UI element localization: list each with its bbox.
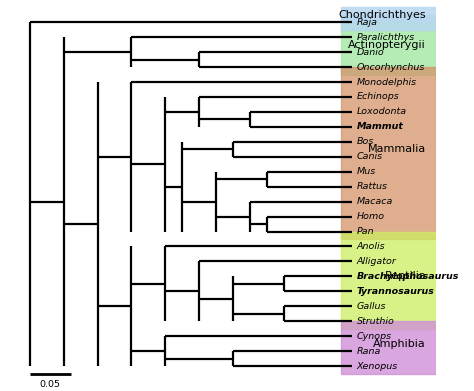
- Text: Actinopterygii: Actinopterygii: [348, 39, 426, 50]
- Text: Chondrichthyes: Chondrichthyes: [338, 10, 426, 20]
- Text: Homo: Homo: [357, 212, 385, 221]
- Text: Xenopus: Xenopus: [357, 362, 398, 371]
- Text: Reptilia: Reptilia: [384, 271, 426, 282]
- Text: Echinops: Echinops: [357, 92, 400, 101]
- Bar: [341, 22, 436, 75]
- Text: Struthio: Struthio: [357, 317, 394, 326]
- Text: Paralichthys: Paralichthys: [357, 33, 415, 42]
- Text: Monodelphis: Monodelphis: [357, 77, 417, 86]
- Text: Amphibia: Amphibia: [374, 339, 426, 349]
- Text: Anolis: Anolis: [357, 242, 385, 251]
- Text: Brachylophosaurus: Brachylophosaurus: [357, 272, 459, 281]
- Bar: [341, 321, 436, 373]
- Text: Loxodonta: Loxodonta: [357, 108, 407, 117]
- Text: Tyrannosaurus: Tyrannosaurus: [357, 287, 435, 296]
- Text: Canis: Canis: [357, 152, 383, 161]
- Bar: [341, 15, 436, 30]
- Text: Rattus: Rattus: [357, 182, 388, 191]
- Bar: [341, 231, 436, 329]
- Text: Mammalia: Mammalia: [368, 144, 426, 154]
- Text: 0.05: 0.05: [40, 380, 61, 389]
- Text: Bos: Bos: [357, 137, 374, 146]
- Bar: [341, 67, 436, 239]
- Text: Gallus: Gallus: [357, 302, 386, 311]
- Text: Alligator: Alligator: [357, 257, 396, 266]
- Text: Cynops: Cynops: [357, 332, 392, 341]
- Text: Pan: Pan: [357, 227, 374, 236]
- Text: Mus: Mus: [357, 167, 376, 176]
- Text: Danio: Danio: [357, 48, 384, 57]
- Text: Rana: Rana: [357, 346, 381, 355]
- Text: Oncorhynchus: Oncorhynchus: [357, 63, 425, 72]
- Text: Macaca: Macaca: [357, 197, 393, 206]
- Text: Mammut: Mammut: [357, 122, 403, 131]
- Bar: [341, 7, 436, 30]
- Text: Raja: Raja: [357, 18, 378, 27]
